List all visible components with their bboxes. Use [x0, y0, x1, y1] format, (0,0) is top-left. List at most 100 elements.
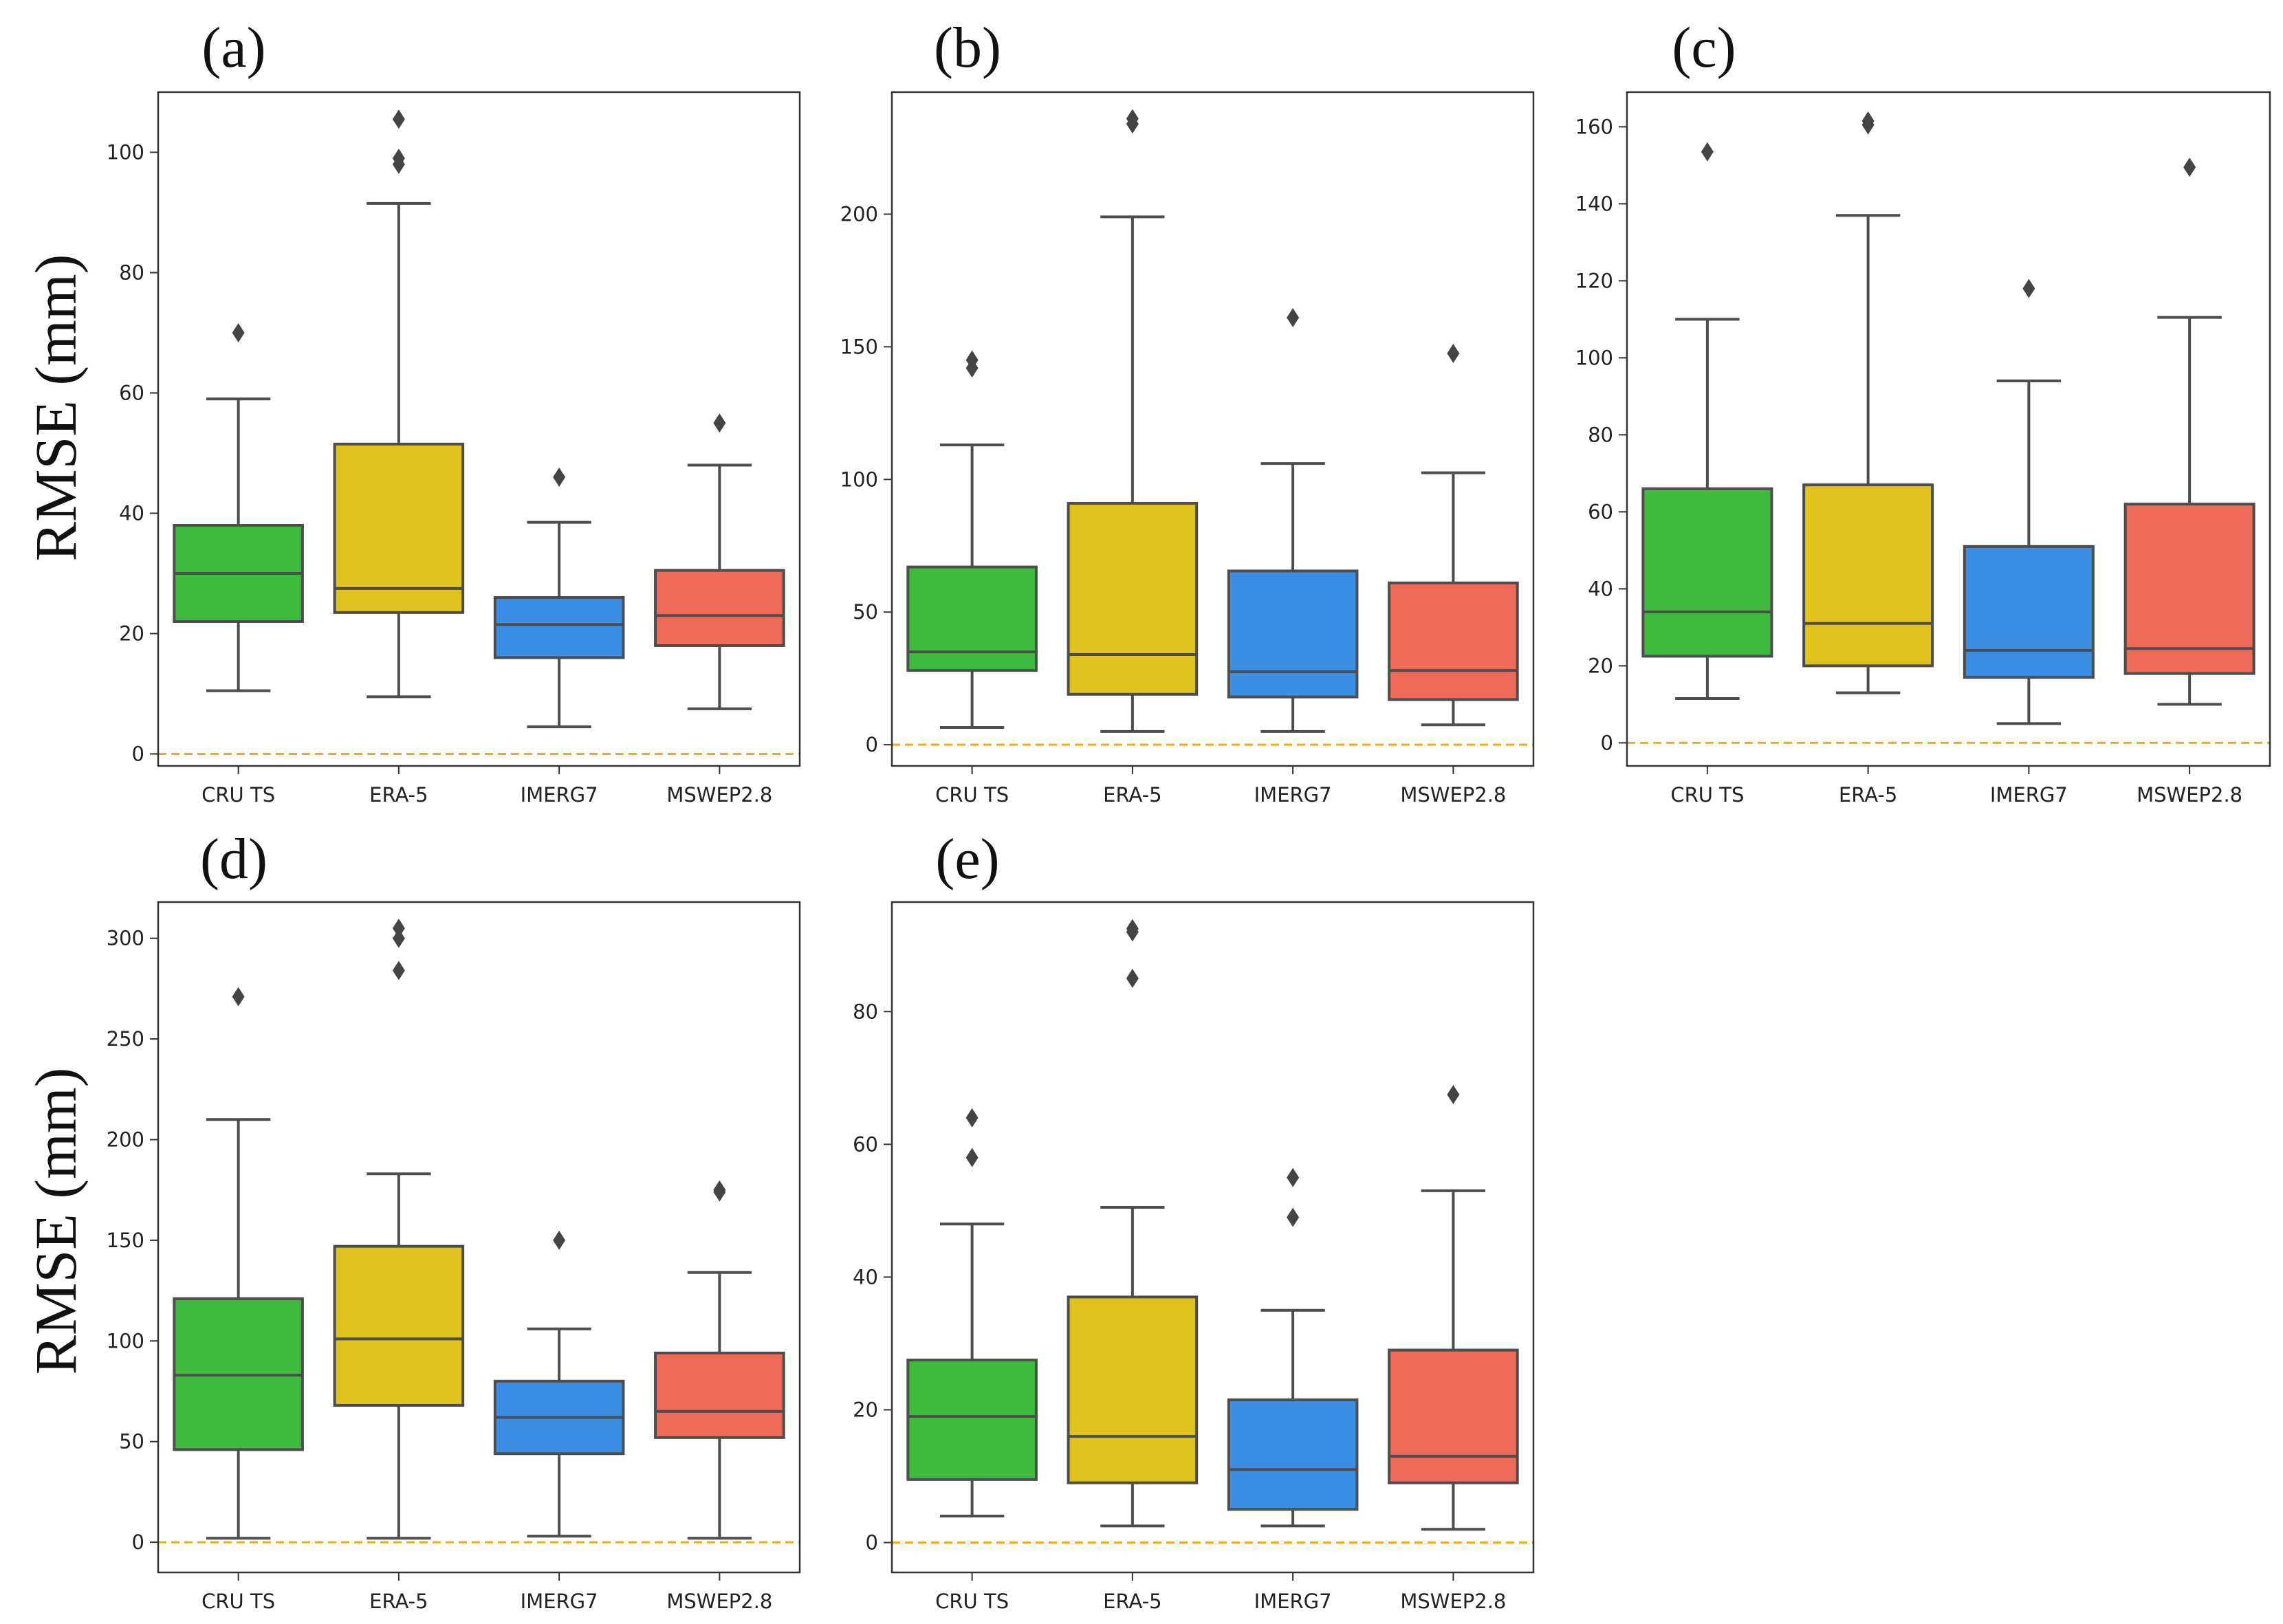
panel-b-box-cru-ts — [906, 565, 1038, 672]
panel-c-outlier-imerg7-0 — [2022, 278, 2035, 298]
panel-b-ytick-label-150: 150 — [840, 335, 878, 358]
panel-c-box-cru-ts — [1641, 487, 1773, 658]
panel-a-outlier-imerg7-0 — [553, 468, 566, 487]
panel-c-xtick-label-cru-ts: CRU TS — [1670, 783, 1744, 806]
panel-b-box-imerg7 — [1227, 569, 1359, 699]
panel-c-ytick-label-40: 40 — [1588, 577, 1613, 600]
panel-e-xtick-label-imerg7: IMERG7 — [1254, 1590, 1332, 1613]
panel-c-outlier-mswep2-8-0 — [2183, 157, 2196, 177]
panel-e-xtick-label-era-5: ERA-5 — [1103, 1590, 1161, 1613]
panel-c-ytick-label-160: 160 — [1575, 115, 1613, 138]
panel-c-ytick-label-20: 20 — [1588, 654, 1613, 677]
panel-b-xtick-label-imerg7: IMERG7 — [1254, 783, 1332, 806]
panel-b: 0 50 100 150 200 CRU TS ERA-5 IMERG7 MSWEP2.8 — [840, 91, 1535, 806]
panel-a-xtick-label-imerg7: IMERG7 — [521, 783, 598, 806]
panel-label-d: (d) — [200, 827, 267, 891]
ylabel-top: RMSE (mm) — [23, 254, 89, 562]
panel-b-ytick-label-0: 0 — [866, 733, 878, 756]
panel-b-outlier-cru-ts-1 — [965, 350, 979, 370]
panel-d-xtick-label-imerg7: IMERG7 — [521, 1590, 598, 1613]
panel-e-outlier-imerg7-1 — [1287, 1167, 1300, 1187]
panel-e-outlier-era-5-2 — [1126, 919, 1139, 939]
panel-e-box-mswep2-8 — [1388, 1348, 1519, 1484]
panel-label-a: (a) — [201, 16, 265, 80]
panel-c-frame — [1626, 91, 2271, 767]
panel-a-outlier-era-5-1 — [392, 149, 405, 168]
panel-a-ytick-label-40: 40 — [119, 502, 144, 525]
panel-c-outlier-cru-ts-0 — [1701, 142, 1714, 162]
panel-d-ytick-label-200: 200 — [107, 1128, 144, 1151]
panel-c: 0 20 40 60 80 100 120 140 160 CRU TS ERA-5 IMERG7 MS… — [1575, 91, 2271, 806]
panel-d-outlier-era-5-2 — [392, 919, 405, 939]
panel-e-ytick-label-40: 40 — [853, 1265, 878, 1288]
panel-c-ytick-label-100: 100 — [1575, 346, 1613, 369]
panel-d-ytick-label-50: 50 — [119, 1430, 144, 1453]
panel-d-outlier-imerg7-0 — [553, 1230, 566, 1250]
panel-c-ytick-label-80: 80 — [1588, 423, 1613, 446]
panel-d-outlier-cru-ts-0 — [232, 987, 245, 1007]
panel-c-ytick-label-60: 60 — [1588, 500, 1613, 523]
panel-c-outlier-era-5-1 — [1861, 111, 1875, 131]
panel-e-outlier-era-5-0 — [1126, 969, 1139, 989]
panel-a-xtick-label-era-5: ERA-5 — [369, 783, 428, 806]
panel-d-box-era-5 — [333, 1244, 465, 1407]
panel-d-box-mswep2-8 — [654, 1351, 785, 1439]
panel-d-xtick-label-cru-ts: CRU TS — [201, 1590, 275, 1613]
panel-a-ytick-label-100: 100 — [107, 141, 144, 164]
panel-b-xtick-label-cru-ts: CRU TS — [935, 783, 1009, 806]
panel-d: 0 50 100 150 200 250 300 CRU TS ERA-5 IMERG7 MSWEP… — [107, 901, 801, 1613]
panel-a-ytick-label-60: 60 — [119, 382, 144, 405]
panel-a-ytick-label-0: 0 — [132, 743, 144, 766]
panel-a-box-era-5 — [333, 442, 465, 614]
panel-d-ytick-label-100: 100 — [107, 1329, 144, 1352]
panel-a-frame — [157, 91, 801, 767]
panel-a-box-mswep2-8 — [654, 569, 785, 647]
panel-label-b: (b) — [934, 16, 1001, 80]
panel-d-outlier-mswep2-8-1 — [713, 1180, 726, 1200]
panel-e-outlier-cru-ts-0 — [965, 1148, 979, 1167]
panel-a-ytick-label-80: 80 — [119, 261, 144, 285]
panel-d-ytick-label-150: 150 — [107, 1229, 144, 1252]
ylabel-bottom: RMSE (mm) — [23, 1068, 89, 1375]
panel-e-frame — [891, 901, 1535, 1574]
panel-b-box-mswep2-8 — [1388, 581, 1519, 701]
panel-c-box-mswep2-8 — [2123, 503, 2255, 675]
panel-b-xtick-label-era-5: ERA-5 — [1103, 783, 1161, 806]
panel-b-ytick-label-100: 100 — [840, 468, 878, 491]
panel-e: 0 20 40 60 80 CRU TS ERA-5 IMERG7 MSWEP2.8 — [853, 901, 1535, 1613]
panel-e-box-era-5 — [1067, 1295, 1199, 1484]
panel-a-xtick-label-mswep2-8: MSWEP2.8 — [666, 783, 772, 806]
panel-e-ytick-label-80: 80 — [853, 1000, 878, 1023]
panel-e-ytick-label-60: 60 — [853, 1132, 878, 1156]
panel-c-ytick-label-0: 0 — [1601, 731, 1613, 754]
panel-e-outlier-cru-ts-1 — [965, 1108, 979, 1128]
panel-b-xtick-label-mswep2-8: MSWEP2.8 — [1400, 783, 1506, 806]
panel-d-xtick-label-mswep2-8: MSWEP2.8 — [666, 1590, 772, 1613]
panel-b-ytick-label-200: 200 — [840, 202, 878, 226]
panel-b-frame — [891, 91, 1535, 767]
panel-e-outlier-mswep2-8-0 — [1447, 1084, 1460, 1104]
panel-a-xtick-label-cru-ts: CRU TS — [201, 783, 275, 806]
panel-a-box-imerg7 — [493, 596, 625, 659]
panel-b-ytick-label-50: 50 — [853, 600, 878, 624]
panel-b-outlier-era-5-1 — [1126, 109, 1139, 129]
panel-label-c: (c) — [1672, 16, 1736, 80]
panel-a-outlier-era-5-2 — [392, 109, 405, 129]
panel-b-box-era-5 — [1067, 502, 1199, 696]
panel-a-ytick-label-20: 20 — [119, 622, 144, 646]
panel-e-ytick-label-20: 20 — [853, 1398, 878, 1421]
panel-c-xtick-label-era-5: ERA-5 — [1839, 783, 1897, 806]
panel-c-xtick-label-imerg7: IMERG7 — [1990, 783, 2068, 806]
panel-e-xtick-label-mswep2-8: MSWEP2.8 — [1400, 1590, 1506, 1613]
panel-e-box-imerg7 — [1227, 1398, 1359, 1511]
panel-c-xtick-label-mswep2-8: MSWEP2.8 — [2137, 783, 2242, 806]
panel-a-outlier-cru-ts-0 — [232, 323, 245, 342]
panel-e-ytick-label-0: 0 — [866, 1531, 878, 1555]
panel-d-ytick-label-0: 0 — [132, 1530, 144, 1554]
panel-label-e: (e) — [935, 827, 999, 891]
panel-d-outlier-era-5-1 — [392, 928, 405, 948]
panel-e-box-cru-ts — [906, 1359, 1038, 1481]
panel-a-outlier-mswep2-8-0 — [713, 413, 726, 433]
panel-b-outlier-imerg7-0 — [1287, 307, 1300, 327]
